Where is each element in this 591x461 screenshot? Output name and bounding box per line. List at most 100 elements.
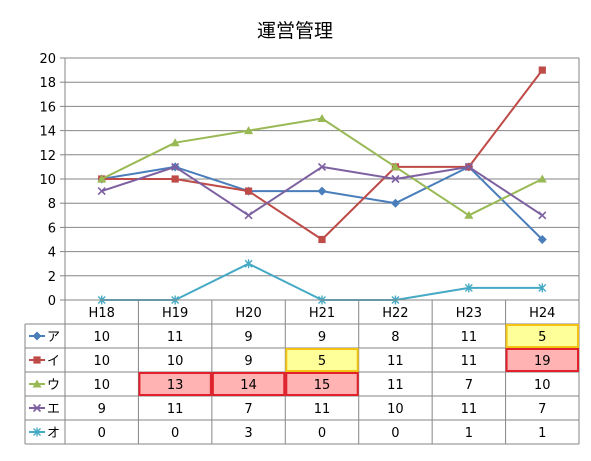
legend-series-name: ア	[47, 330, 60, 345]
y-tick-label: 4	[48, 246, 56, 261]
data-point	[97, 187, 106, 196]
data-point	[170, 138, 180, 147]
data-label: 15	[314, 378, 331, 393]
data-label: 10	[93, 330, 110, 345]
legend-key-marker	[32, 331, 42, 341]
highlight-cell-fill	[211, 372, 286, 396]
legend-series-name: エ	[47, 402, 60, 417]
highlight-cell-fill	[505, 324, 579, 348]
data-point	[171, 175, 179, 183]
data-label: 0	[171, 426, 179, 441]
data-label: 3	[244, 426, 252, 441]
data-point	[171, 162, 180, 171]
data-point	[390, 198, 400, 208]
data-point	[317, 114, 327, 122]
highlight-cell-border	[138, 372, 212, 396]
data-point	[318, 235, 326, 244]
y-tick-label: 14	[39, 125, 56, 140]
y-tick-label: 10	[39, 173, 56, 188]
data-point	[244, 259, 253, 269]
data-label: 11	[314, 402, 331, 417]
data-label: 11	[387, 354, 404, 369]
y-tick-label: 18	[39, 76, 56, 91]
y-axis: 0 2 4 6 8 10 12 14 16 18 20	[39, 52, 66, 309]
data-label: 0	[98, 426, 106, 441]
legend-key-marker	[33, 427, 41, 437]
data-label: 1	[465, 426, 473, 441]
highlight-cell-fill	[138, 372, 212, 396]
data-point	[537, 235, 547, 244]
data-point	[97, 174, 107, 183]
series-layer	[97, 66, 547, 305]
legend-series-name: ウ	[47, 378, 60, 393]
series-4	[97, 162, 547, 220]
data-label: 5	[538, 330, 546, 345]
data-point	[464, 283, 473, 293]
x-category-label: H20	[235, 306, 261, 321]
highlight-cell-fill	[285, 372, 359, 396]
highlight-cell-border	[285, 348, 359, 372]
data-label: 11	[167, 402, 184, 417]
highlight-cell-border	[285, 372, 359, 396]
series-5	[97, 259, 547, 305]
data-label: 9	[244, 354, 252, 369]
x-category-label: H18	[89, 306, 115, 321]
data-point	[464, 210, 474, 219]
data-label: 10	[93, 378, 110, 393]
legend-series-name: オ	[47, 426, 60, 441]
data-label: 7	[538, 402, 546, 417]
data-point	[464, 162, 473, 171]
data-label: 9	[98, 402, 106, 417]
data-label: 1	[538, 426, 546, 441]
data-point	[538, 211, 547, 220]
data-label: 11	[461, 354, 478, 369]
data-point	[244, 187, 253, 195]
y-tick-label: 8	[48, 197, 56, 212]
data-point	[391, 174, 400, 184]
x-category-label: H24	[529, 306, 555, 321]
data-label: 11	[167, 330, 184, 345]
highlight-cell-border	[505, 348, 580, 372]
data-point	[538, 66, 546, 74]
legend-key-marker	[32, 403, 42, 413]
highlight-cell-border	[211, 372, 286, 396]
x-category-label: H19	[162, 306, 188, 321]
y-tick-label: 12	[39, 149, 56, 164]
data-label: 9	[318, 330, 326, 345]
data-point	[244, 126, 254, 135]
data-point	[538, 283, 547, 293]
x-category-label: H23	[456, 306, 482, 321]
chart-title: 運営管理	[257, 20, 333, 42]
legend-key-marker	[32, 379, 42, 388]
data-label: 7	[465, 378, 473, 393]
data-label: 7	[244, 402, 252, 417]
data-point	[244, 211, 253, 220]
y-tick-label: 16	[39, 100, 56, 115]
data-label: 11	[461, 330, 478, 345]
legend-series-name: イ	[47, 354, 60, 369]
y-tick-label: 20	[39, 52, 56, 67]
data-label: 0	[318, 426, 326, 441]
highlight-cell-fill	[285, 348, 359, 372]
data-label: 5	[318, 354, 326, 369]
legend-key-marker	[33, 356, 41, 364]
data-point	[390, 162, 400, 171]
data-label: 13	[167, 378, 184, 393]
data-label: 0	[391, 426, 399, 441]
data-label: 9	[244, 330, 252, 345]
y-tick-label: 6	[48, 221, 56, 236]
highlight-cell-fill	[505, 348, 579, 372]
data-label: 10	[93, 354, 110, 369]
data-label: 10	[387, 402, 404, 417]
data-point	[537, 174, 547, 183]
data-label: 14	[240, 378, 257, 393]
y-tick-label: 2	[48, 270, 56, 285]
series-3	[97, 114, 547, 219]
data-point	[317, 162, 327, 171]
data-label: 11	[387, 378, 404, 393]
series-line	[101, 262, 543, 301]
x-category-label: H21	[309, 306, 335, 321]
data-label: 10	[534, 378, 551, 393]
